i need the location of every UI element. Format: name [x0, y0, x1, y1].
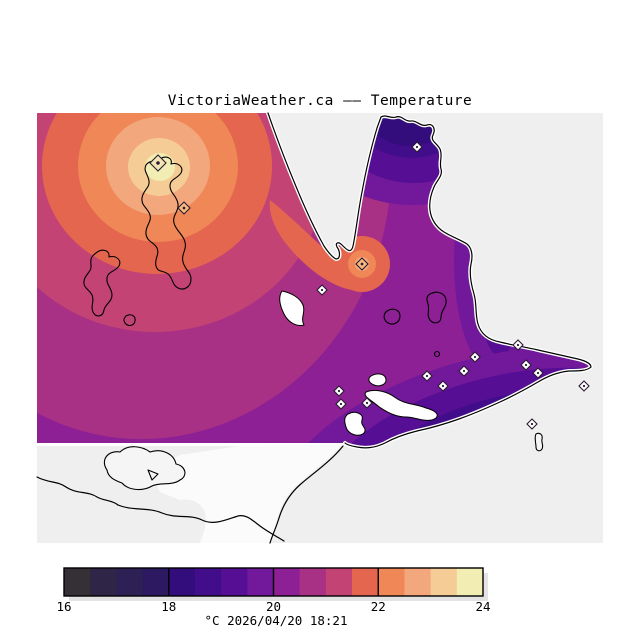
colorbar: 16 18 20 22 24 °C 2026/04/20 18:21 — [56, 567, 491, 628]
islet-outline — [123, 314, 136, 326]
station-dot-icon — [360, 262, 364, 266]
station-marker — [411, 141, 423, 153]
station-dot-icon — [156, 161, 160, 165]
lake-elk-outline — [383, 308, 401, 325]
station-marker — [316, 284, 328, 296]
station-dot-icon — [365, 401, 369, 405]
station-dot-icon — [530, 422, 534, 426]
colorbar-segment — [325, 568, 353, 596]
station-dot-icon — [441, 384, 445, 388]
station-marker — [333, 385, 345, 397]
station-marker — [149, 154, 167, 172]
harbour-channel — [364, 389, 438, 421]
station-marker — [532, 367, 544, 379]
colorbar-segment — [404, 568, 432, 596]
station-marker — [458, 365, 470, 377]
colorbar-segment — [142, 568, 170, 596]
colorbar-frame — [63, 567, 484, 597]
trial-island-outline — [534, 432, 544, 452]
colorbar-segment — [378, 568, 405, 596]
colorbar-segment — [456, 568, 484, 596]
colorbar-unit-timestamp: °C 2026/04/20 18:21 — [205, 613, 348, 628]
contour-arm-21-5c — [269, 200, 353, 290]
station-dot-icon — [524, 363, 528, 367]
station-dot-icon — [415, 145, 419, 149]
station-marker — [512, 339, 524, 351]
map-title: VictoriaWeather.ca –– Temperature — [168, 93, 473, 109]
south-band-19c — [317, 367, 591, 448]
station-marker — [177, 201, 191, 215]
colorbar-tick-lines — [168, 568, 379, 596]
colorbar-segment — [168, 568, 196, 596]
colorbar-tick-label: 24 — [475, 599, 490, 614]
station-dot-icon — [582, 384, 586, 388]
colorbar-segment — [352, 568, 379, 596]
colorbar-tick-labels: 16 18 20 22 24 — [56, 599, 490, 614]
lower-peninsula-outline — [103, 446, 186, 491]
colorbar-tick-label: 22 — [371, 599, 386, 614]
colorbar-segment — [116, 568, 144, 596]
colorbar-segment — [194, 568, 222, 596]
lower-coast-east — [269, 445, 344, 544]
station-dot-icon — [182, 206, 186, 210]
harbour-bay-2 — [344, 411, 366, 436]
station-marker — [578, 380, 590, 392]
colorbar-segments — [64, 568, 484, 596]
station-dot-icon — [320, 288, 324, 292]
station-dot-icon — [536, 371, 540, 375]
lower-land-no-data — [150, 444, 343, 543]
lower-lake-detail — [147, 469, 159, 481]
lower-coast-west — [36, 476, 119, 506]
colorbar-segment — [64, 568, 91, 596]
colorbar-segment — [247, 568, 274, 596]
colorbar-segment — [273, 568, 301, 596]
harbour-bay-1 — [368, 373, 387, 387]
island-saltspring-outline — [141, 156, 192, 290]
station-marker — [421, 370, 433, 382]
station-dot-icon — [516, 343, 520, 347]
colorbar-segment — [90, 568, 117, 596]
pond-outline — [433, 350, 441, 358]
field-bottom-fringe — [37, 443, 347, 446]
station-marker — [469, 351, 481, 363]
lower-coast-south — [117, 504, 285, 542]
colorbar-tick-label: 16 — [56, 599, 71, 614]
station-marker — [437, 380, 449, 392]
island-west-outline — [83, 249, 121, 317]
station-dot-icon — [337, 389, 341, 393]
colorbar-tick-label: 18 — [161, 599, 176, 614]
station-dot-icon — [339, 402, 343, 406]
station-dot-icon — [473, 355, 477, 359]
finlayson-arm — [279, 290, 305, 326]
colorbar-segment — [221, 568, 248, 596]
coastline — [267, 112, 592, 449]
station-marker — [335, 398, 347, 410]
colorbar-tick-label: 20 — [266, 599, 281, 614]
station-dot-icon — [462, 369, 466, 373]
colorbar-segment — [299, 568, 327, 596]
station-marker — [355, 257, 369, 271]
station-marker — [520, 359, 532, 371]
station-markers — [149, 141, 590, 430]
station-marker — [526, 418, 538, 430]
station-marker — [361, 397, 373, 409]
colorbar-segment — [430, 568, 458, 596]
station-dot-icon — [425, 374, 429, 378]
lake-prospect-outline — [426, 291, 447, 324]
